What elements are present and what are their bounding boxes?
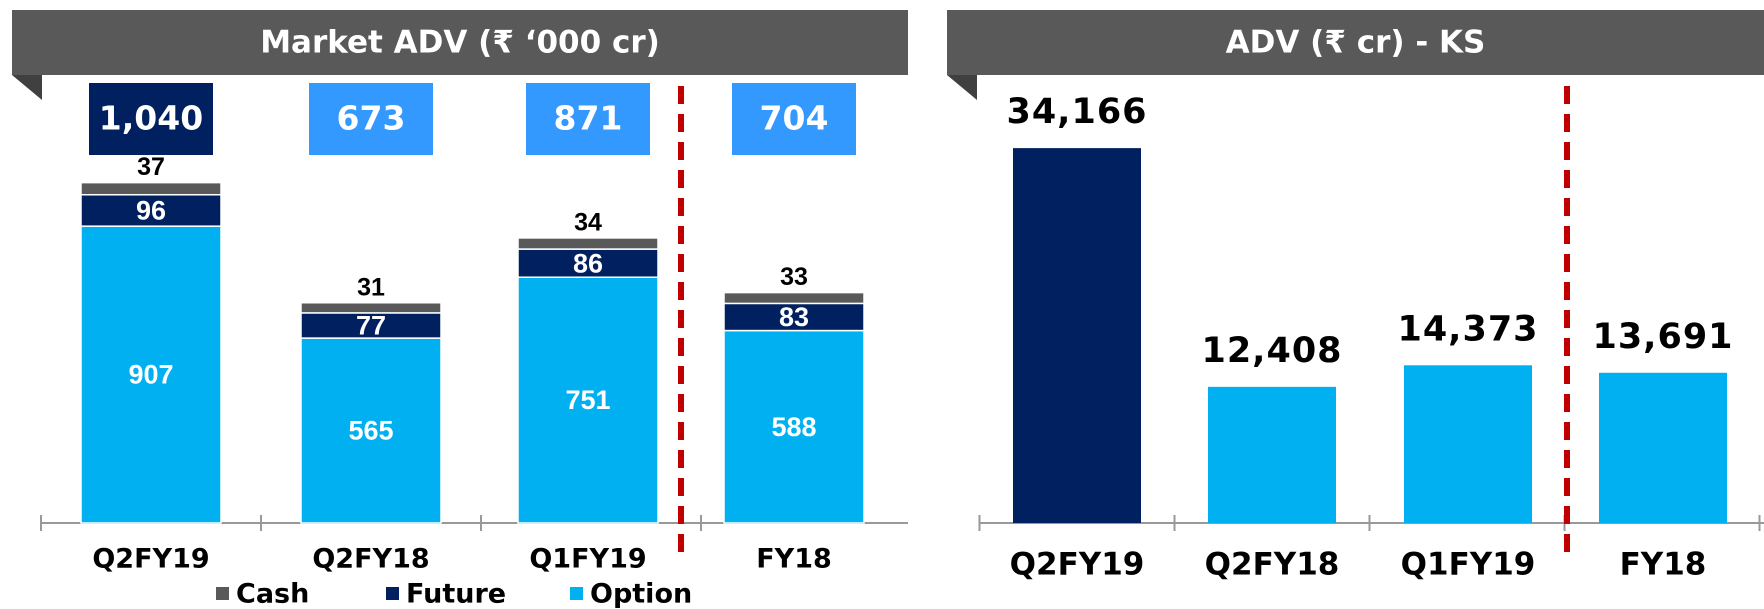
x-tick-label: FY18 (756, 544, 832, 575)
legend-swatch (386, 587, 399, 600)
value-label: 13,691 (1592, 317, 1733, 357)
bar-segment (517, 276, 659, 524)
x-tick-label: Q1FY19 (529, 544, 646, 575)
chart-title: Market ADV (₹ ‘000 cr) (260, 25, 660, 61)
legend-swatch (570, 587, 583, 600)
bar-segment (80, 193, 222, 227)
segment-label: 907 (128, 360, 173, 390)
bar (1013, 148, 1141, 524)
value-label: 34,166 (1006, 92, 1147, 132)
bar (1404, 365, 1532, 523)
bar-segment (300, 301, 442, 314)
x-tick-label: Q2FY18 (312, 544, 429, 575)
segment-label: 751 (565, 385, 610, 415)
total-label: 704 (760, 99, 829, 138)
segment-label: 86 (573, 248, 603, 278)
segment-label: 588 (771, 412, 816, 442)
legend-label: Cash (236, 579, 309, 609)
x-tick-label: Q1FY19 (1401, 547, 1536, 583)
legend-swatch (216, 587, 229, 600)
segment-label: 77 (356, 311, 386, 341)
segment-label: 37 (137, 153, 165, 181)
segment-label: 34 (574, 209, 602, 237)
segment-label: 83 (779, 302, 809, 332)
chart-title: ADV (₹ cr) - KS (1226, 25, 1486, 61)
segment-label: 96 (136, 196, 166, 226)
total-box (732, 83, 856, 155)
legend-label: Option (590, 579, 692, 609)
header-bar (12, 10, 908, 75)
bar-segment (80, 181, 222, 196)
total-box (309, 83, 433, 155)
bar-segment (517, 248, 659, 278)
x-tick-label: Q2FY18 (1205, 547, 1340, 583)
bar (1208, 386, 1336, 523)
value-label: 12,408 (1201, 331, 1342, 371)
total-box (526, 83, 650, 155)
header-bar (947, 10, 1764, 75)
segment-label: 33 (780, 263, 808, 291)
bar-segment (80, 225, 222, 524)
bar-segment (723, 302, 865, 332)
segment-label: 565 (348, 416, 393, 446)
bar-segment (300, 337, 442, 524)
header-fold (12, 75, 42, 100)
total-label: 673 (337, 99, 406, 138)
x-tick-label: FY18 (1620, 547, 1707, 583)
x-tick-label: Q2FY19 (1010, 547, 1145, 583)
value-label: 14,373 (1397, 309, 1538, 349)
total-box (89, 83, 213, 155)
x-tick-label: Q2FY19 (92, 544, 209, 575)
legend-label: Future (406, 579, 506, 609)
bar-segment (300, 312, 442, 339)
header-fold (947, 75, 977, 100)
bar-segment (517, 237, 659, 250)
total-label: 1,040 (99, 99, 203, 138)
segment-label: 31 (357, 273, 385, 301)
bar (1599, 372, 1727, 523)
total-label: 871 (554, 99, 623, 138)
bar-segment (723, 291, 865, 305)
